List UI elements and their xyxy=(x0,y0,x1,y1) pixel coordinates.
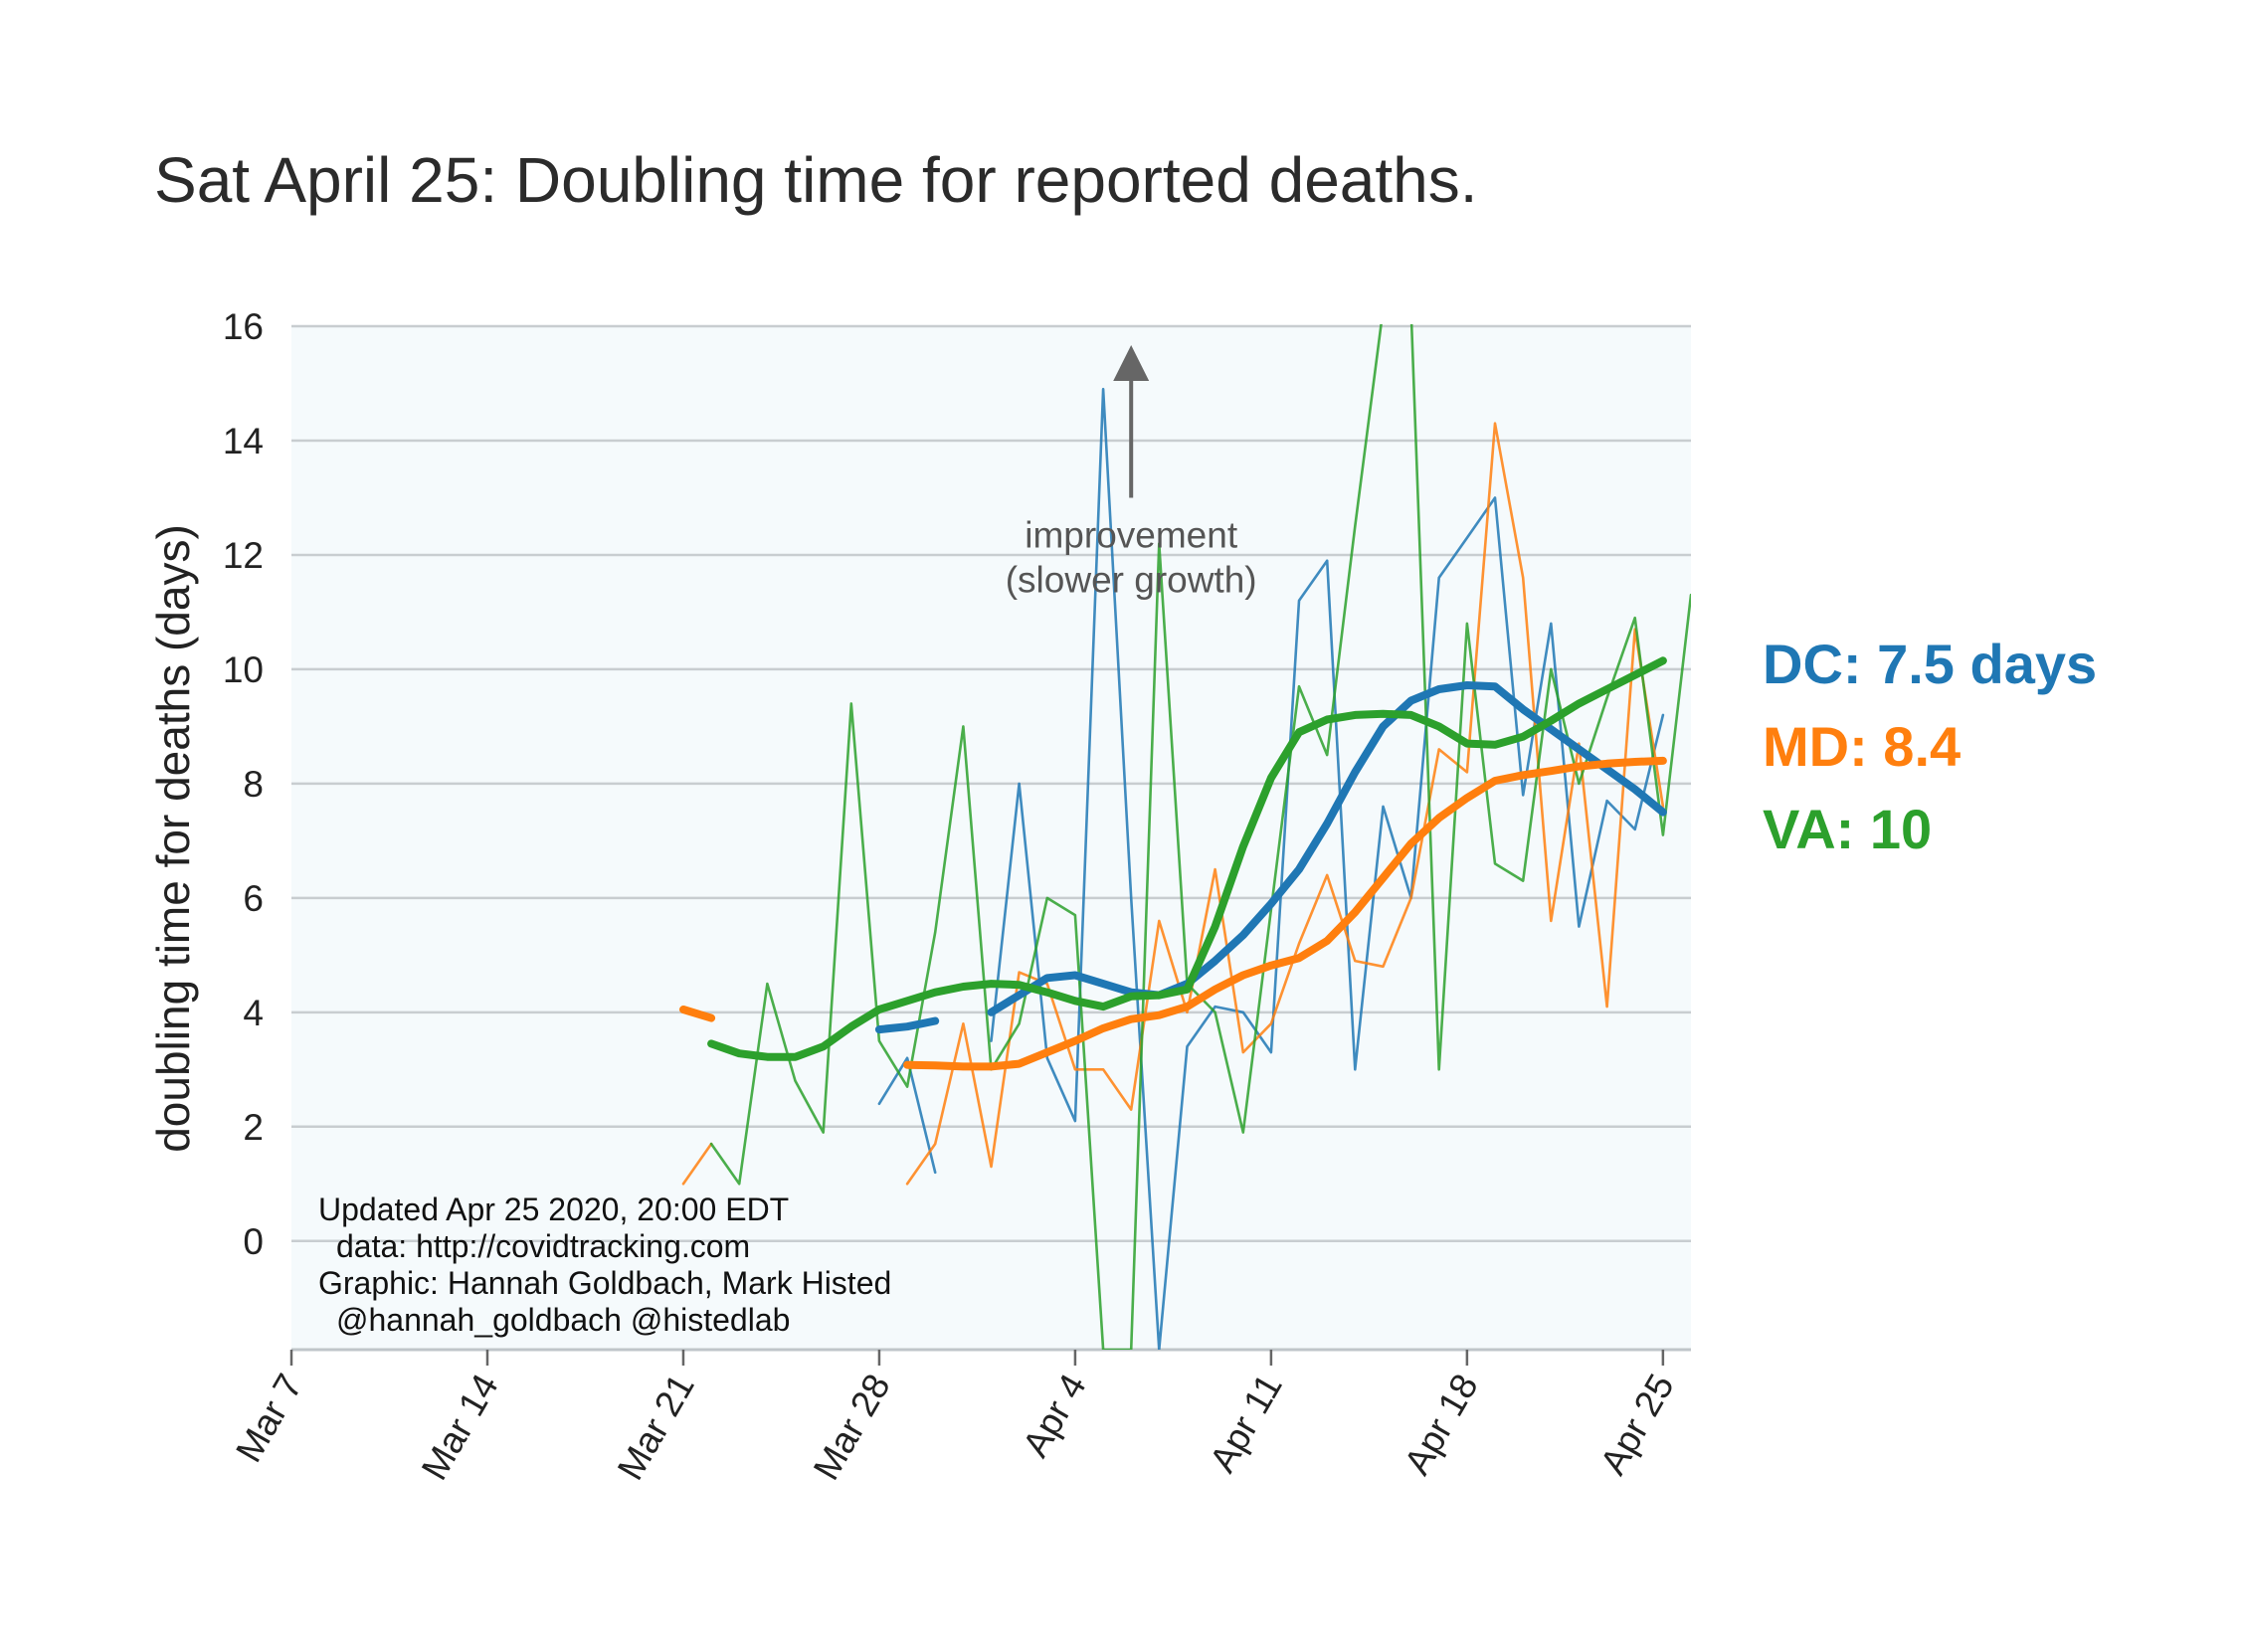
legend-md: MD: 8.4 xyxy=(1763,715,1961,778)
x-tick-label: Apr 11 xyxy=(1202,1368,1290,1480)
dc-smoothed-line xyxy=(874,1016,940,1034)
x-tick-label: Mar 14 xyxy=(414,1368,506,1487)
y-tick-label: 8 xyxy=(243,764,264,805)
y-tick-label: 2 xyxy=(243,1107,264,1148)
y-tick-labels: 0 2 4 6 8 10 12 14 16 xyxy=(223,306,264,1262)
x-tick-labels: Mar 7 Mar 14 Mar 21 Mar 28 Apr 4 Apr 11 Apr 18… xyxy=(228,1350,1682,1487)
x-tick-label: Apr 25 xyxy=(1592,1368,1682,1482)
legend-va: VA: 10 xyxy=(1763,798,1932,860)
credit-data-source: data: http://covidtracking.com xyxy=(336,1228,750,1264)
improvement-annotation: improvement (slower growth) xyxy=(1006,344,1257,600)
md-smoothed-line xyxy=(679,1006,716,1022)
series-lines xyxy=(679,324,1691,1350)
plot-area xyxy=(291,326,1691,1350)
annotation-text-line1: improvement xyxy=(1025,514,1238,555)
x-tick-label: Mar 21 xyxy=(610,1368,702,1487)
x-tick-label: Apr 4 xyxy=(1015,1368,1094,1464)
md-smoothed-line xyxy=(903,756,1667,1071)
dc-raw-line xyxy=(990,387,1665,1350)
y-tick-label: 4 xyxy=(243,993,264,1033)
md-raw-line xyxy=(905,422,1665,1186)
legend: DC: 7.5 days MD: 8.4 VA: 10 xyxy=(1763,633,2097,860)
credit-graphic: Graphic: Hannah Goldbach, Mark Histed xyxy=(318,1265,891,1301)
y-tick-label: 10 xyxy=(223,649,264,690)
credit-handles: @hannah_goldbach @histedlab xyxy=(336,1302,790,1338)
y-tick-label: 0 xyxy=(243,1221,264,1262)
legend-dc: DC: 7.5 days xyxy=(1763,633,2097,695)
x-tick-label: Apr 18 xyxy=(1397,1368,1486,1482)
dc-raw-line xyxy=(877,1056,937,1175)
md-raw-line xyxy=(681,1142,713,1186)
y-tick-label: 14 xyxy=(223,421,264,461)
annotation-arrow-head xyxy=(1113,344,1150,381)
y-tick-label: 16 xyxy=(223,306,264,347)
chart-title: Sat April 25: Doubling time for reported… xyxy=(154,144,1478,216)
credit-updated: Updated Apr 25 2020, 20:00 EDT xyxy=(318,1192,789,1227)
annotation-text-line2: (slower growth) xyxy=(1006,559,1257,600)
y-tick-label: 12 xyxy=(223,535,264,576)
y-tick-label: 6 xyxy=(243,878,264,919)
y-axis-label: doubling time for deaths (days) xyxy=(147,524,199,1153)
dc-smoothed-line xyxy=(987,681,1667,1016)
va-smoothed-line xyxy=(707,656,1667,1061)
x-tick-label: Mar 7 xyxy=(228,1368,310,1469)
credits-block: Updated Apr 25 2020, 20:00 EDT data: htt… xyxy=(318,1192,891,1338)
x-tick-label: Mar 28 xyxy=(806,1368,898,1487)
